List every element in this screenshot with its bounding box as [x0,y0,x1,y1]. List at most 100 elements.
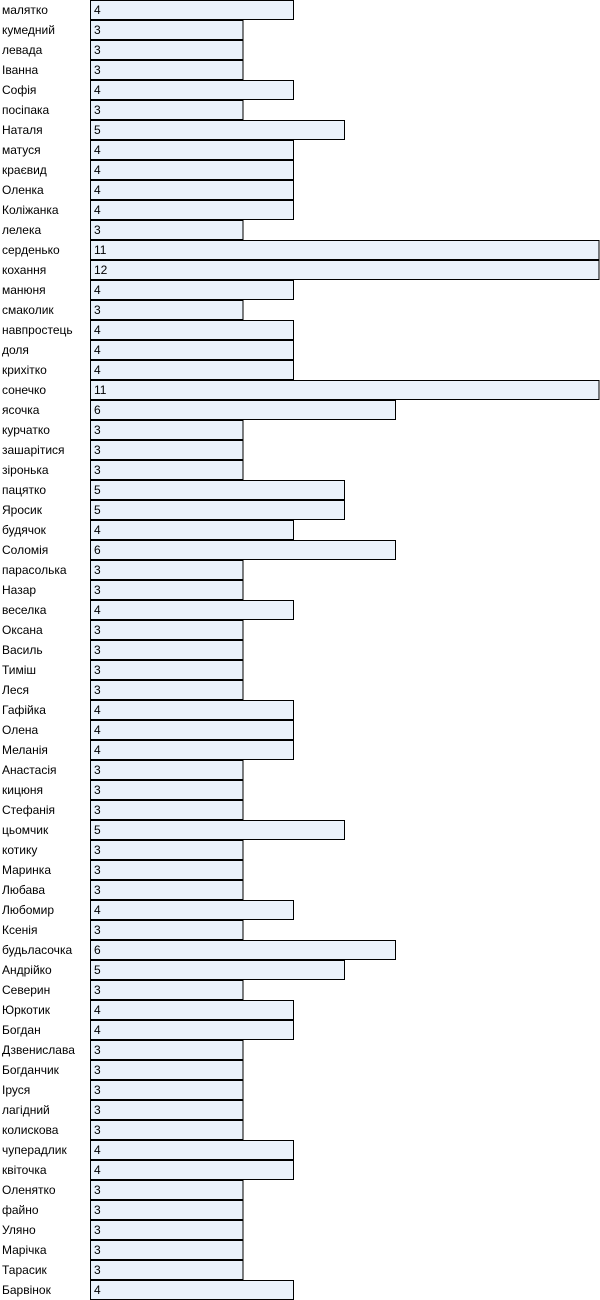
bar [90,480,345,500]
bar-row: зашарітися 3 [2,440,244,460]
bar-row: кохання 12 [2,260,600,280]
bar [90,320,295,340]
bar-row: Наталя 5 [2,120,345,140]
bar [90,1260,244,1280]
bar-row: Соломія 6 [2,540,396,560]
bar-value-label: 3 [94,443,101,457]
bar-row: краєвид 4 [2,160,295,180]
bar-value-label: 4 [94,703,101,717]
bar-value-label: 11 [94,243,107,257]
bar-row: Марічка 3 [2,1240,244,1260]
bar [90,940,396,960]
bar-row: зіронька 3 [2,460,244,480]
bar-value-label: 11 [94,383,107,397]
bar-row: малятко 4 [2,0,295,20]
bar [90,460,244,480]
bar [90,20,244,40]
bar [90,760,244,780]
bar-row: веселка 4 [2,600,295,620]
bar [90,280,295,300]
bar [90,800,244,820]
bar [90,400,396,420]
category-label: Тиміш [2,663,36,677]
bar [90,920,244,940]
bar-row: матуся 4 [2,140,295,160]
bar-value-label: 4 [94,323,101,337]
bar-row: Любава 3 [2,880,244,900]
category-label: краєвид [2,163,47,177]
bar-row: навпростець 4 [2,320,295,340]
category-label: Ксенія [2,923,37,937]
bar-row: Олена 4 [2,720,295,740]
category-label: Анастасія [2,763,57,777]
bar-row: Оксана 3 [2,620,244,640]
category-label: Оксана [2,623,43,637]
bar [90,1100,244,1120]
bar-value-label: 4 [94,143,101,157]
bar-row: крихітко 4 [2,360,295,380]
bar [90,140,295,160]
category-label: зашарітися [2,443,65,457]
bar-value-label: 3 [94,43,101,57]
category-label: будьласочка [2,943,72,957]
category-label: Леся [2,683,29,697]
bar-row: левада 3 [2,40,244,60]
category-label: посіпака [2,103,50,117]
category-label: Яросик [2,503,43,517]
bar [90,1240,244,1260]
bar [90,60,244,80]
bar-row: колискова 3 [2,1120,244,1140]
bar-row: Тиміш 3 [2,660,244,680]
bar-value-label: 3 [94,463,101,477]
bar-value-label: 5 [94,823,101,837]
bar-value-label: 3 [94,1123,101,1137]
bar-row: чуперадлик 4 [2,1140,295,1160]
bar [90,160,295,180]
bar-value-label: 3 [94,103,101,117]
category-label: Марічка [2,1243,47,1257]
bar-row: Тарасик 3 [2,1260,244,1280]
category-label: Іванна [2,63,39,77]
bar-value-label: 4 [94,83,101,97]
bar [90,300,244,320]
bar-row: Уляно 3 [2,1220,244,1240]
category-label: Назар [2,583,36,597]
category-label: кицюня [2,783,43,797]
bar-value-label: 3 [94,23,101,37]
bar-row: Юркотик 4 [2,1000,295,1020]
category-label: ясочка [2,403,40,417]
bar-row: кумедний 3 [2,20,244,40]
bar-row: Барвінок 4 [2,1280,295,1300]
bar [90,260,600,280]
bar-value-label: 3 [94,1183,101,1197]
bar-value-label: 3 [94,863,101,877]
category-label: Любава [2,883,45,897]
bar-row: будьласочка 6 [2,940,396,960]
bar [90,1000,295,1020]
bar-value-label: 3 [94,223,101,237]
bar-row: парасолька 3 [2,560,244,580]
bar-value-label: 3 [94,563,101,577]
bar-value-label: 4 [94,163,101,177]
category-label: Оленятко [2,1183,56,1197]
category-label: парасолька [2,563,67,577]
bar-row: Стефанія 3 [2,800,244,820]
bar [90,680,244,700]
bar-value-label: 6 [94,543,101,557]
bar-row: Андрійко 5 [2,960,345,980]
bar-row: будячок 4 [2,520,295,540]
category-label: Коліжанка [2,203,59,217]
bar-row: котику 3 [2,840,244,860]
bar-row: посіпака 3 [2,100,244,120]
bar-value-label: 3 [94,923,101,937]
bar-value-label: 5 [94,123,101,137]
bar-row: Коліжанка 4 [2,200,295,220]
category-label: Іруся [2,1083,30,1097]
bar-value-label: 4 [94,743,101,757]
bar-row: Назар 3 [2,580,244,600]
bar-value-label: 4 [94,1163,101,1177]
bar-value-label: 4 [94,363,101,377]
category-label: файно [2,1203,39,1217]
category-label: сонечко [2,383,46,397]
bar-row: Іванна 3 [2,60,244,80]
